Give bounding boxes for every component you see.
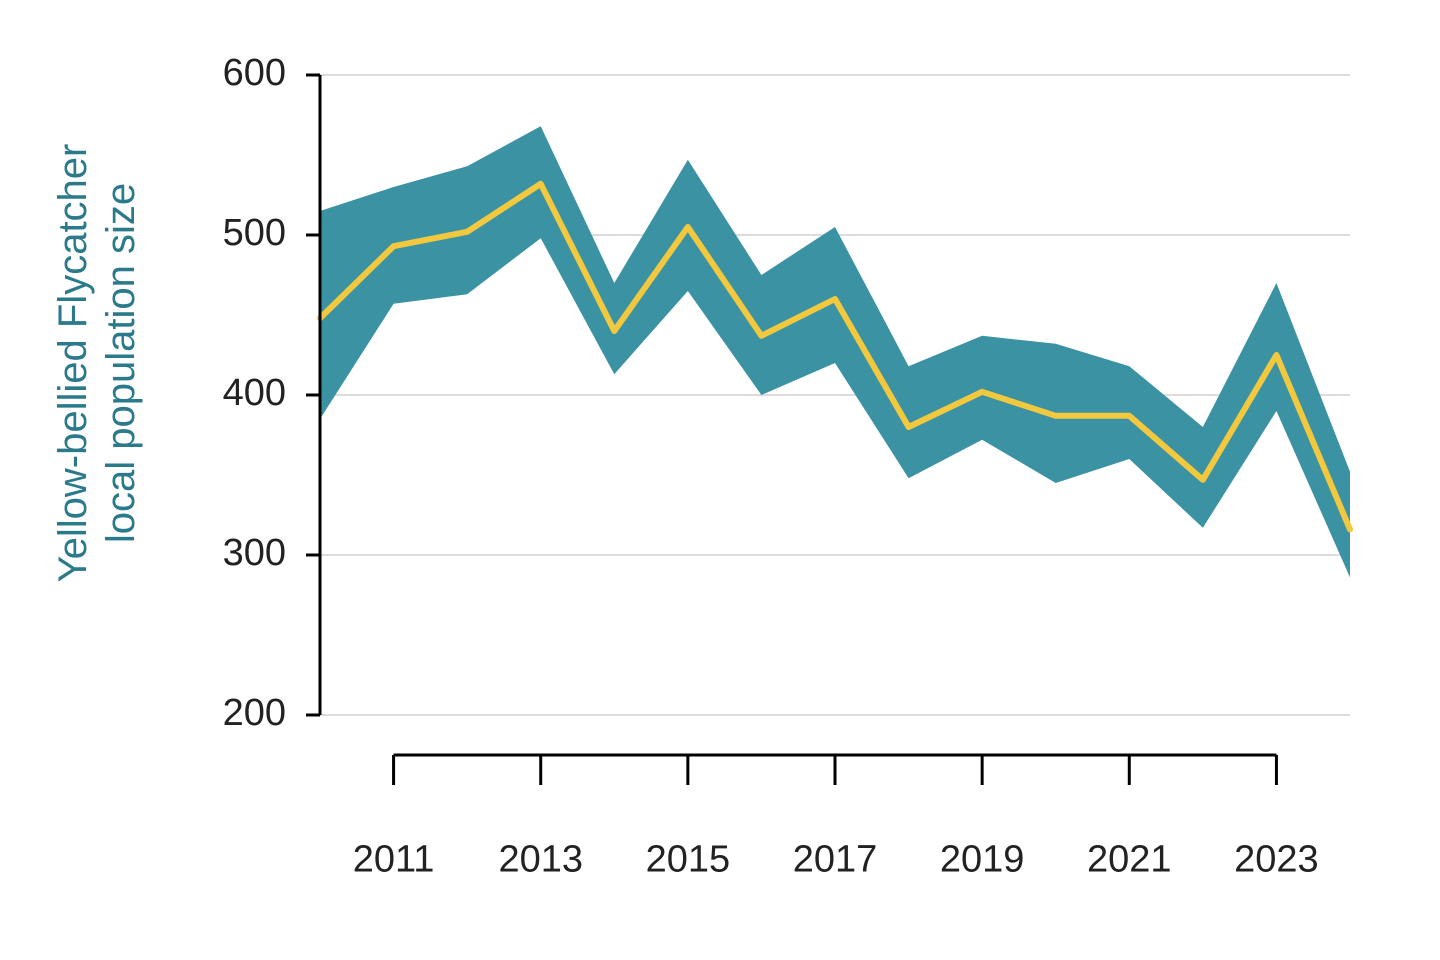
- x-axis: 2011 2013 2015 2017 2019 2021 2023: [353, 755, 1319, 880]
- y-tick-label: 500: [223, 212, 286, 254]
- x-tick-label: 2011: [353, 838, 435, 880]
- y-tick-label: 300: [223, 532, 286, 574]
- x-tick-label: 2021: [1087, 838, 1172, 880]
- x-tick-label: 2015: [646, 838, 731, 880]
- population-chart: 2003004005006002011201320152017201920212…: [0, 0, 1440, 960]
- y-axis-label-line1: Yellow-bellied Flycatcher: [51, 144, 95, 583]
- x-tick-label: 2019: [940, 838, 1025, 880]
- y-ticks: 200 300 400 500 600: [223, 52, 320, 734]
- y-axis-label: Yellow-bellied Flycatcherlocal populatio…: [51, 144, 143, 583]
- x-tick-label: 2023: [1234, 838, 1319, 880]
- y-tick-label: 600: [223, 52, 286, 94]
- x-tick-label: 2013: [498, 838, 583, 880]
- y-tick-label: 200: [223, 692, 286, 734]
- y-axis-label-line2: local population size: [99, 183, 143, 543]
- y-tick-label: 400: [223, 372, 286, 414]
- x-tick-label: 2017: [793, 838, 878, 880]
- chart-container: 2003004005006002011201320152017201920212…: [0, 0, 1440, 960]
- confidence-band: [320, 126, 1350, 577]
